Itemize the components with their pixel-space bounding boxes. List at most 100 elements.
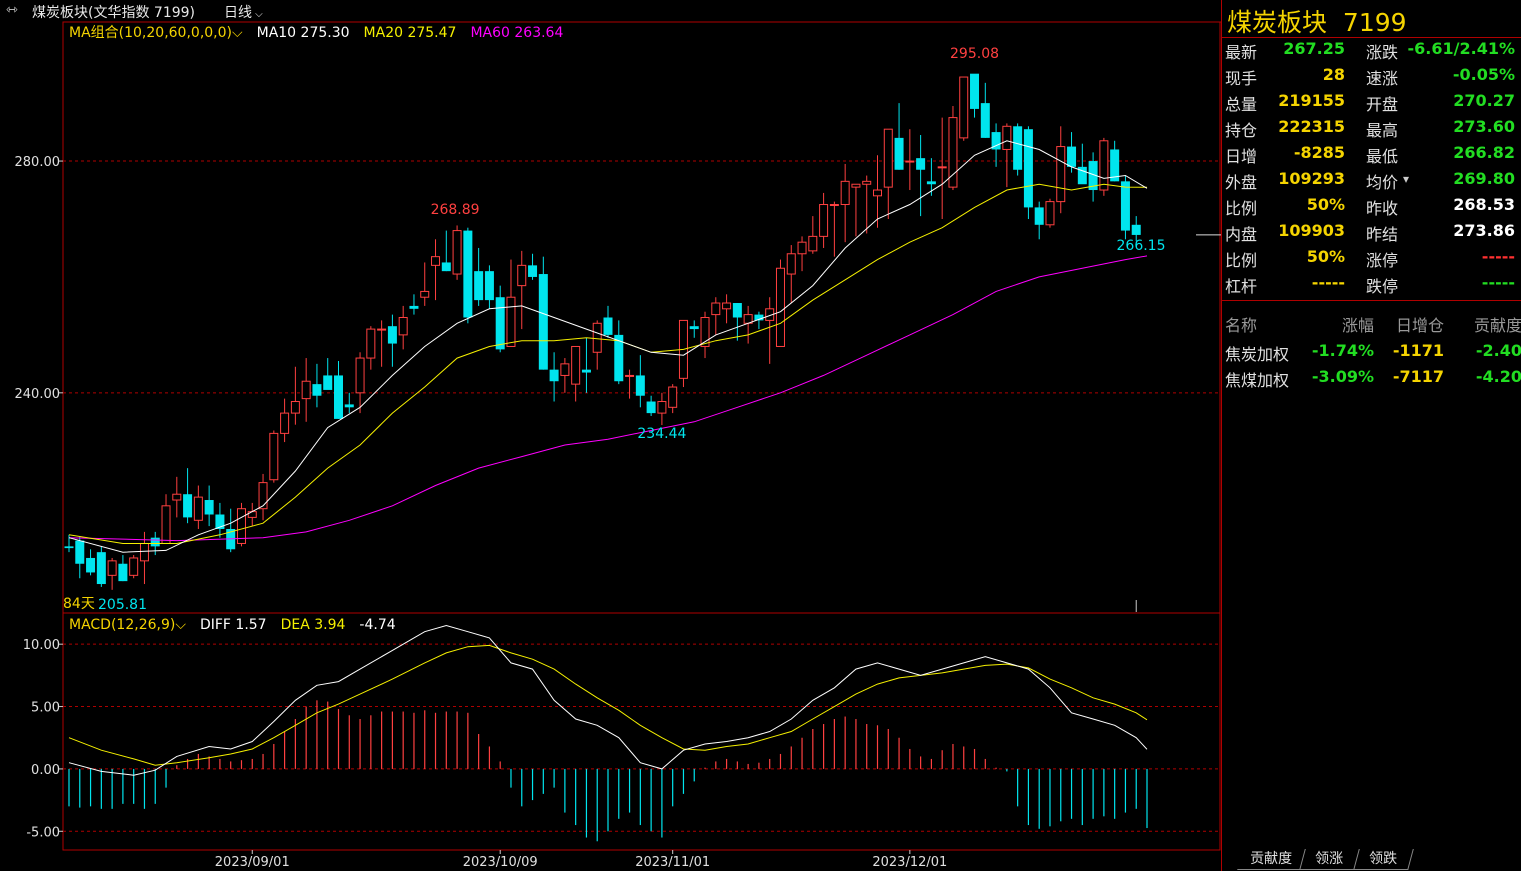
table-row[interactable]: 焦煤加权 -3.09% -7117 -4.20 bbox=[1222, 367, 1521, 393]
macd-tick-label: -5.00 bbox=[26, 825, 60, 840]
candle-down bbox=[484, 271, 494, 301]
tab-0[interactable]: 贡献度 bbox=[1237, 849, 1306, 870]
macd-legend: MACD(12,26,9)⌵ DIFF 1.57 DEA 3.94 -4.74 bbox=[69, 617, 396, 633]
kline-chart[interactable]: 280.00 240.00 10.00 5.00 0.00 -5.00 2023/09/01… bbox=[0, 0, 1221, 871]
candle-up bbox=[290, 401, 300, 414]
quote-label: 总量 bbox=[1225, 95, 1258, 114]
chart-title: 煤炭板块(文华指数 7199) bbox=[32, 5, 196, 21]
candle-up bbox=[1045, 201, 1055, 226]
low-annotation-0: 205.81 bbox=[98, 597, 147, 613]
candle-down bbox=[1088, 161, 1098, 191]
candle-up bbox=[797, 241, 807, 255]
candle-down bbox=[118, 563, 128, 582]
tab-label: 领涨 bbox=[1315, 851, 1344, 867]
candle-up bbox=[851, 183, 861, 188]
quote-label: 涨停 bbox=[1366, 251, 1399, 270]
candle-up bbox=[829, 204, 839, 207]
tab-1[interactable]: 领涨 bbox=[1299, 849, 1360, 870]
tab-label: 领跌 bbox=[1369, 851, 1398, 867]
candle-up bbox=[258, 482, 268, 510]
quote-value: 50% bbox=[1306, 247, 1345, 266]
candle-down bbox=[150, 537, 160, 547]
ma-legend-item: MA60 263.64 bbox=[470, 25, 563, 41]
candle-up bbox=[269, 432, 279, 481]
low-annotation-2: 266.15 bbox=[1117, 238, 1166, 254]
candle-up bbox=[668, 386, 678, 408]
candle-up bbox=[506, 296, 516, 347]
candle-up bbox=[1099, 140, 1109, 191]
candle-up bbox=[883, 128, 893, 188]
candle-up bbox=[840, 180, 850, 206]
candle-up bbox=[560, 363, 570, 376]
divider bbox=[1222, 37, 1521, 38]
candle-up bbox=[129, 557, 139, 576]
high-annotation-2: 295.08 bbox=[950, 46, 999, 62]
candle-down bbox=[1067, 146, 1077, 167]
candle-down bbox=[549, 369, 559, 382]
table-cell: -1.74% bbox=[1311, 341, 1374, 360]
table-header-cell: 贡献度 bbox=[1473, 316, 1521, 335]
quote-value: -0.05% bbox=[1452, 65, 1515, 84]
quote-value: 50% bbox=[1306, 195, 1345, 214]
candle-up bbox=[808, 235, 818, 252]
low-annotation-1: 234.44 bbox=[637, 426, 686, 442]
caret-down-icon[interactable]: ▾ bbox=[1403, 172, 1410, 186]
quote-label: 内盘 bbox=[1225, 225, 1258, 244]
macd-histogram bbox=[68, 700, 1148, 842]
diff-line bbox=[68, 624, 1148, 776]
quote-value: ----- bbox=[1481, 247, 1515, 266]
macd-legend-name[interactable]: MACD(12,26,9)⌵ bbox=[69, 617, 186, 633]
ma-legend-item: MA10 275.30 bbox=[257, 25, 350, 41]
quote-row: 杠杆 ----- 跌停 ----- bbox=[1222, 273, 1521, 299]
candle-down bbox=[635, 375, 645, 396]
panel-title-name: 煤炭板块 bbox=[1227, 8, 1328, 37]
quote-value: 273.86 bbox=[1453, 221, 1515, 240]
candle-down bbox=[204, 500, 214, 515]
dea-line bbox=[68, 644, 1148, 766]
candle-up bbox=[711, 302, 721, 316]
quote-label: 均价 bbox=[1366, 173, 1399, 192]
candle-down bbox=[538, 274, 548, 370]
candle-up bbox=[775, 267, 785, 347]
candle-up bbox=[819, 204, 829, 237]
table-header: 名称 涨幅 日增仓 贡献度 bbox=[1222, 312, 1521, 338]
date-tick-label: 2023/10/09 bbox=[463, 855, 538, 870]
tab-2[interactable]: 领跌 bbox=[1353, 849, 1414, 870]
ma10-line bbox=[68, 140, 1148, 553]
candle-down bbox=[916, 158, 926, 170]
period-select[interactable]: 日线 ⌵ bbox=[224, 2, 263, 22]
candle-up bbox=[786, 253, 796, 275]
candle-up bbox=[862, 180, 872, 185]
quote-row: 总量 219155 开盘 270.27 bbox=[1222, 91, 1521, 117]
quote-value: 28 bbox=[1322, 65, 1345, 84]
candle-down bbox=[581, 369, 591, 373]
candle-up bbox=[1002, 125, 1012, 150]
candle-down bbox=[1131, 224, 1141, 235]
quote-label: 开盘 bbox=[1366, 95, 1399, 114]
candle-down bbox=[215, 514, 225, 529]
candle-down bbox=[1023, 129, 1033, 208]
period-label: 日线 bbox=[224, 5, 252, 21]
candle-up bbox=[107, 560, 117, 576]
candle-up bbox=[873, 189, 882, 197]
table-cell: -3.09% bbox=[1311, 367, 1374, 386]
quote-label: 杠杆 bbox=[1225, 277, 1258, 296]
macd-legend-item: DEA 3.94 bbox=[281, 617, 346, 633]
date-tick-label: 2023/11/01 bbox=[635, 855, 710, 870]
candle-down bbox=[754, 314, 764, 321]
quote-value: 267.25 bbox=[1283, 39, 1345, 58]
table-header-cell: 涨幅 bbox=[1341, 316, 1374, 335]
table-cell: -7117 bbox=[1392, 367, 1444, 386]
macd-tick-label: 5.00 bbox=[31, 701, 60, 716]
candle-down bbox=[474, 271, 484, 301]
table-cell: -2.40 bbox=[1475, 341, 1521, 360]
candle-up bbox=[398, 317, 408, 336]
candle-down bbox=[463, 230, 473, 318]
ma-legend-name[interactable]: MA组合(10,20,60,0,0,0)⌵ bbox=[69, 25, 243, 41]
panel-title-code: 7199 bbox=[1342, 8, 1407, 37]
table-row[interactable]: 焦炭加权 -1.74% -1171 -2.40 bbox=[1222, 341, 1521, 367]
macd-legend-item: DIFF 1.57 bbox=[200, 617, 267, 633]
link-icon[interactable]: ⇿ bbox=[6, 2, 18, 18]
candle-up bbox=[247, 511, 257, 518]
quote-value: ----- bbox=[1311, 273, 1345, 292]
